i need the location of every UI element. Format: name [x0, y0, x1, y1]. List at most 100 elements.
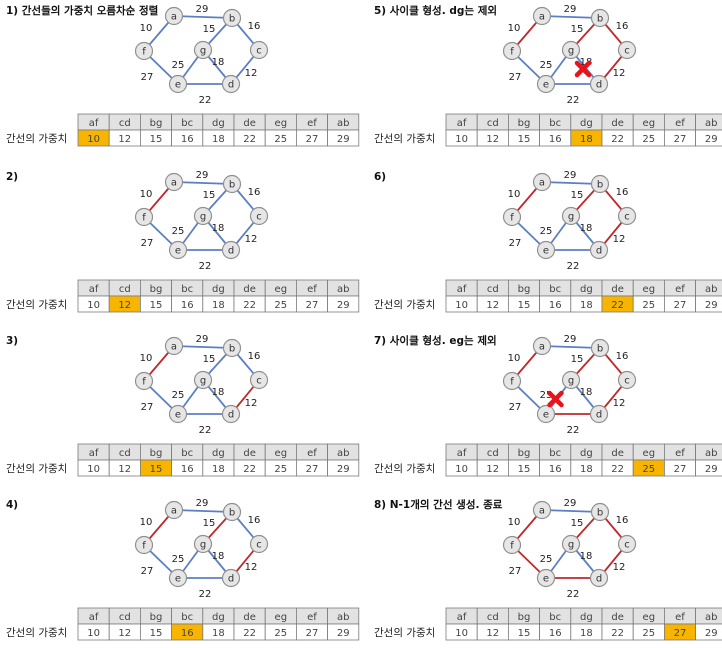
edge-weight-bg: 15	[203, 24, 216, 35]
graph-node-a: a	[532, 6, 552, 26]
edge-weight-cd: 12	[245, 398, 258, 409]
node-label: g	[200, 46, 206, 57]
table-value-de: 22	[243, 464, 256, 475]
graph-node-a: a	[532, 336, 552, 356]
graph-node-a: a	[164, 6, 184, 26]
graph-node-a: a	[532, 172, 552, 192]
graph-node-d: d	[221, 404, 241, 424]
node-label: e	[543, 80, 549, 91]
node-label: e	[175, 410, 181, 421]
node-label: f	[510, 377, 514, 388]
graph-node-c: c	[249, 370, 269, 390]
table-header-bc: bc	[181, 448, 193, 459]
edge-weight-dg: 18	[212, 551, 225, 562]
edge-weight-bc: 16	[248, 187, 261, 198]
table-value-bg: 15	[518, 134, 531, 145]
table-header-de: de	[243, 118, 256, 129]
edge-weight-dg: 18	[580, 551, 593, 562]
table-value-bc: 16	[181, 628, 194, 639]
table-row-label: 간선의 가중치	[374, 627, 435, 639]
table-header-ef: ef	[675, 612, 685, 623]
graph-node-a: a	[164, 336, 184, 356]
table-value-cell	[695, 295, 722, 313]
edge-weight-af: 10	[508, 353, 521, 364]
edge-weight-eg: 25	[172, 390, 185, 401]
table-value-af: 10	[87, 300, 100, 311]
edge-weight-table: 간선의 가중치 af 10 cd 12 bg 15 bc 16 dg 18 de 22 eg 25 ef 27 a…	[374, 607, 722, 641]
node-label: b	[229, 344, 235, 355]
node-label: e	[543, 410, 549, 421]
edge-weight-bg: 15	[571, 354, 584, 365]
table-header-dg: dg	[212, 448, 225, 459]
edge-weight-de: 22	[567, 261, 580, 272]
table-value-cd: 12	[118, 464, 131, 475]
table-header-de: de	[243, 284, 256, 295]
table-value-ab: 29	[705, 464, 718, 475]
graph-node-a: a	[164, 500, 184, 520]
edge-weight-cd: 12	[245, 234, 258, 245]
table-header-ab: ab	[337, 612, 349, 623]
node-label: d	[596, 246, 602, 257]
step-title: 7) 사이클 형성. eg는 제외	[374, 334, 497, 347]
node-label: f	[510, 47, 514, 58]
table-value-af: 10	[87, 628, 100, 639]
table-header-eg: eg	[643, 612, 656, 623]
table-header-eg: eg	[275, 118, 288, 129]
table-value-ab: 29	[705, 300, 718, 311]
edge-weight-af: 10	[508, 23, 521, 34]
edge-weight-table: 간선의 가중치 af 10 cd 12 bg 15 bc 16 dg 18 de 22 eg 25 ef 27 a…	[374, 443, 722, 477]
table-row-label: 간선의 가중치	[6, 627, 67, 639]
table-header-af: af	[457, 448, 467, 459]
edge-weight-bc: 16	[616, 187, 629, 198]
table-value-de: 22	[611, 628, 624, 639]
table-value-af: 10	[87, 464, 100, 475]
table-header-dg: dg	[212, 612, 225, 623]
node-label: g	[568, 376, 574, 387]
node-label: a	[539, 342, 545, 353]
node-label: c	[256, 46, 262, 57]
step-title: 4)	[6, 499, 18, 511]
edge-weight-dg: 18	[580, 223, 593, 234]
table-header-af: af	[457, 612, 467, 623]
table-value-af: 10	[455, 134, 468, 145]
edge-weight-de: 22	[567, 425, 580, 436]
table-header-af: af	[457, 118, 467, 129]
table-value-dg: 18	[580, 134, 593, 145]
table-value-de: 22	[243, 134, 256, 145]
edge-weight-eg: 25	[540, 554, 553, 565]
step-title: 6)	[374, 171, 386, 183]
table-header-ab: ab	[337, 448, 349, 459]
graph-node-f: f	[502, 41, 522, 61]
edge-weight-eg: 25	[172, 60, 185, 71]
table-header-eg: eg	[275, 448, 288, 459]
edge-weight-table: 간선의 가중치 af 10 cd 12 bg 15 bc 16 dg 18 de 22 eg 25 ef 27 a…	[6, 279, 360, 313]
node-label: g	[568, 46, 574, 57]
graph-node-f: f	[502, 371, 522, 391]
node-label: c	[624, 46, 630, 57]
table-value-cd: 12	[486, 628, 499, 639]
table-header-af: af	[89, 284, 99, 295]
table-value-de: 22	[611, 300, 624, 311]
table-header-bg: bg	[150, 284, 163, 295]
table-header-cd: cd	[487, 612, 499, 623]
table-value-dg: 18	[212, 300, 225, 311]
table-row-label: 간선의 가중치	[6, 463, 67, 475]
table-header-bg: bg	[150, 118, 163, 129]
edge-ab	[541, 509, 601, 513]
step-title: 8) N-1개의 간선 생성. 종료	[374, 498, 503, 511]
graph-node-f: f	[134, 41, 154, 61]
table-value-cell	[327, 623, 360, 641]
table-value-dg: 18	[212, 628, 225, 639]
edge-weight-af: 10	[508, 189, 521, 200]
graph-node-g: g	[193, 206, 213, 226]
table-value-ef: 27	[306, 300, 319, 311]
graph-node-e: e	[536, 240, 556, 260]
table-value-dg: 18	[580, 628, 593, 639]
table-value-eg: 25	[274, 464, 287, 475]
table-value-cd: 12	[118, 628, 131, 639]
step-title: 2)	[6, 171, 18, 183]
step-title: 3)	[6, 335, 18, 347]
edge-weight-bg: 15	[203, 518, 216, 529]
